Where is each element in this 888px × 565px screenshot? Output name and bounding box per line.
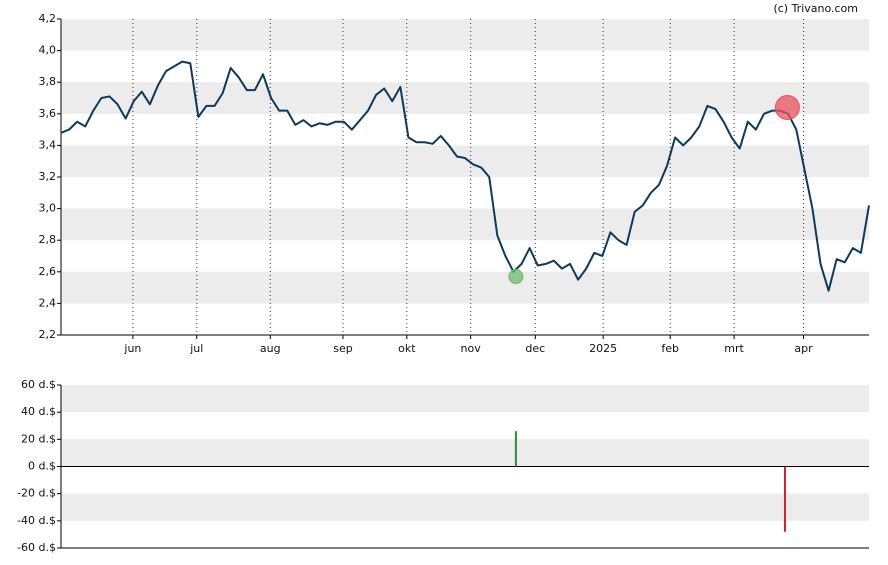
y-tick-label: 2,8 [39,233,57,246]
x-tick-label: 2025 [589,342,617,355]
x-tick-label: feb [661,342,679,355]
x-tick-label: dec [525,342,545,355]
price-line [60,60,870,292]
y-tick-label: 3,2 [39,170,57,183]
y-tick-label: -60 d.$ [17,541,56,554]
grid-band [61,145,869,177]
x-tick-label: apr [794,342,813,355]
grid-band [61,19,869,51]
x-tick-label: mrt [724,342,744,355]
y-tick-label: 3,4 [39,138,57,151]
x-tick-label: jun [123,342,141,355]
y-tick-label: 0 d.$ [28,460,56,473]
grid-band [61,208,869,241]
y-tick-label: -40 d.$ [17,514,56,527]
y-tick-label: 40 d.$ [21,405,56,418]
y-tick-label: 4,0 [39,44,57,57]
grid-band [61,82,869,114]
grid-band [61,385,869,413]
y-tick-label: 3,6 [39,107,57,120]
grid-band [61,271,869,304]
x-tick-label: sep [333,342,352,355]
y-tick-label: 4,2 [39,12,57,25]
y-tick-label: 60 d.$ [21,378,56,391]
y-tick-label: 2,2 [39,328,57,341]
y-tick-label: 3,8 [39,75,57,88]
x-tick-label: okt [398,342,416,355]
x-tick-label: jul [189,342,203,355]
signal-marker [508,269,524,285]
y-tick-label: 3,0 [39,202,57,215]
y-tick-label: 2,6 [39,265,57,278]
signal-marker [774,94,800,120]
y-tick-label: 20 d.$ [21,432,56,445]
grid-band [61,493,869,521]
credit: (c) Trivano.com [773,2,858,15]
y-tick-label: -20 d.$ [17,487,56,500]
grid-band [61,439,869,467]
x-tick-label: aug [260,342,281,355]
x-tick-label: nov [461,342,482,355]
y-tick-label: 2,4 [39,296,57,309]
